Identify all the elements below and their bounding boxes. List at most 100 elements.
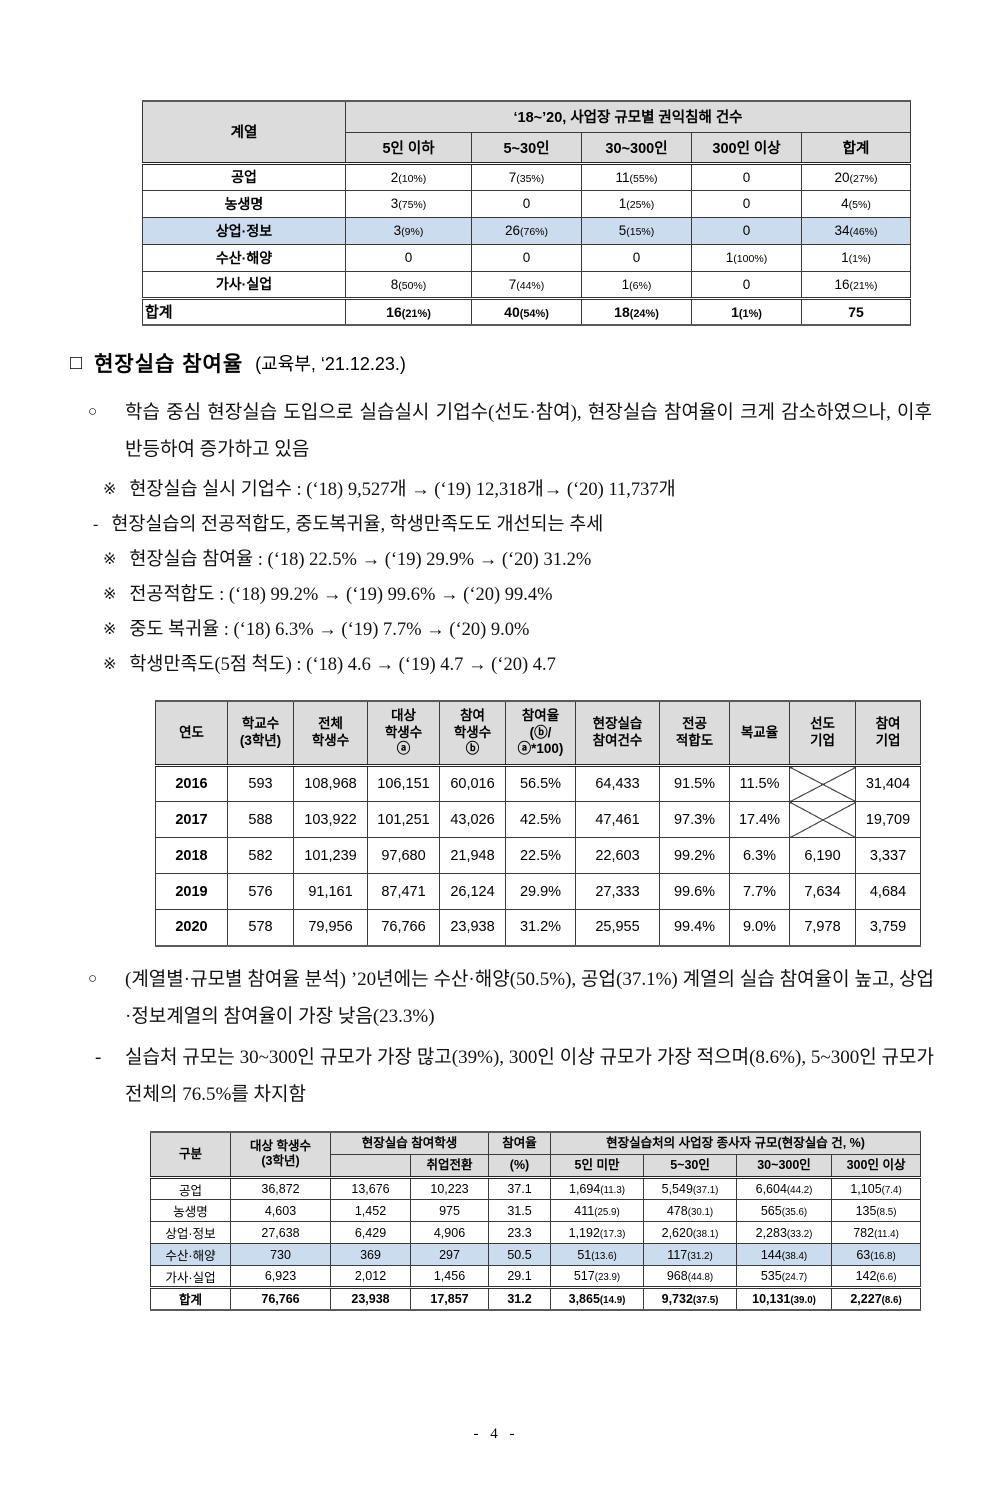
column-header-category: 구분 <box>150 1131 231 1179</box>
column-header: 취업전환 <box>409 1154 490 1179</box>
cell: 1,694(11.3) <box>550 1177 645 1200</box>
cell: 3(75%) <box>345 189 472 218</box>
cell: 297 <box>409 1243 490 1266</box>
cell: 0 <box>581 243 692 272</box>
bullet-line: - 현장실습의 전공적합도, 중도복귀율, 학생만족도도 개선되는 추세 <box>93 512 932 538</box>
column-header: 합계 <box>800 131 912 165</box>
cell: 411(25.9) <box>550 1199 645 1222</box>
year-cell: 2016 <box>155 765 228 802</box>
row-label: 가사·실업 <box>150 1265 231 1288</box>
bullet-text: 현장실습 실시 기업수 : (‘18) 9,527개 → (‘19) 12,31… <box>129 480 676 500</box>
cell: 3,337 <box>855 837 921 874</box>
cell: 576 <box>227 873 294 910</box>
cell: 565(35.6) <box>736 1199 833 1222</box>
cell: 1(1%) <box>691 296 802 326</box>
bullet-text: 현장실습의 전공적합도, 중도복귀율, 학생만족도도 개선되는 추세 <box>111 515 604 535</box>
cell: 6,190 <box>789 837 856 874</box>
table-row: 2016 593 108,968 106,151 60,016 56.5% 64… <box>155 765 921 802</box>
cell: 9,732(37.5) <box>643 1286 738 1310</box>
cell: 63(16.8) <box>831 1243 922 1266</box>
bullet-text: 학생만족도(5점 척도) : (‘18) 4.6 → (‘19) 4.7 → (… <box>129 655 556 675</box>
cell: 50.5 <box>488 1243 552 1266</box>
column-header: 선도 기업 <box>789 700 856 767</box>
bullet-line: ○ 학습 중심 현장실습 도입으로 실습실시 기업수(선도·참여), 현장실습 … <box>88 394 932 468</box>
cell: 593 <box>227 765 294 802</box>
row-label: 합계 <box>142 296 346 326</box>
cell: 10,131(39.0) <box>736 1286 833 1310</box>
cell: 64,433 <box>575 765 660 802</box>
cell: 75 <box>800 296 912 326</box>
cell: 517(23.9) <box>550 1265 645 1288</box>
cell: 23,938 <box>330 1286 411 1310</box>
row-label: 수산·해양 <box>150 1243 231 1266</box>
cell: 16(21%) <box>800 270 912 299</box>
column-header: 5인 미만 <box>550 1154 645 1179</box>
cell: 1(6%) <box>581 270 692 299</box>
row-label: 공업 <box>142 162 346 191</box>
column-header: 참여율 (ⓑ/ ⓐ*100) <box>505 700 576 767</box>
column-header: (%) <box>488 1154 552 1179</box>
cell: 17.4% <box>729 801 790 838</box>
cell: 97,680 <box>367 837 440 874</box>
column-header: 대상 학생수 ⓐ <box>367 700 440 767</box>
crossed-out-cell <box>789 765 856 802</box>
table-row: 농생명 4,603 1,452 975 31.5 411(25.9) 478(3… <box>150 1199 922 1222</box>
section-title: 현장실습 참여율 <box>94 353 244 376</box>
cell: 23.3 <box>488 1221 552 1244</box>
cell: 31.2% <box>505 909 576 946</box>
cell: 23,938 <box>439 909 506 946</box>
cell: 975 <box>409 1199 490 1222</box>
table-row: 가사·실업 6,923 2,012 1,456 29.1 517(23.9) 9… <box>150 1265 922 1288</box>
column-header: 5인 이하 <box>345 131 472 165</box>
cell: 42.5% <box>505 801 576 838</box>
cell: 76,766 <box>230 1286 331 1310</box>
cell: 79,956 <box>293 909 368 946</box>
cell: 5(15%) <box>581 216 692 245</box>
cell: 135(8.5) <box>831 1199 922 1222</box>
circle-bullet-icon: ○ <box>88 404 98 420</box>
cell: 31.2 <box>488 1286 552 1310</box>
cell: 106,151 <box>367 765 440 802</box>
table-row: 공업 2(10%) 7(35%) 11(55%) 0 20(27%) <box>142 162 912 191</box>
year-cell: 2020 <box>155 909 228 946</box>
cell: 369 <box>330 1243 411 1266</box>
cell: 588 <box>227 801 294 838</box>
section-title-source: (교육부, ‘21.12.23.) <box>255 354 406 374</box>
cell: 535(24.7) <box>736 1265 833 1288</box>
cell: 36,872 <box>230 1177 331 1200</box>
cell: 3,865(14.9) <box>550 1286 645 1310</box>
cell: 7,978 <box>789 909 856 946</box>
column-header: 전체 학생수 <box>293 700 368 767</box>
bullet-line: ※ 중도 복귀율 : (‘18) 6.3% → (‘19) 7.7% → (‘2… <box>103 617 932 643</box>
cell: 101,251 <box>367 801 440 838</box>
cell: 10,223 <box>409 1177 490 1200</box>
cell: 31,404 <box>855 765 921 802</box>
cell: 1,192(17.3) <box>550 1221 645 1244</box>
cell: 730 <box>230 1243 331 1266</box>
cell: 4,603 <box>230 1199 331 1222</box>
table-row: 2018 582 101,239 97,680 21,948 22.5% 22,… <box>155 837 921 874</box>
row-label: 합계 <box>150 1286 231 1310</box>
row-label: 상업·정보 <box>142 216 346 245</box>
column-header: 참여 기업 <box>855 700 921 767</box>
cell: 99.6% <box>659 873 730 910</box>
column-header: 전공 적합도 <box>659 700 730 767</box>
cell: 0 <box>471 189 582 218</box>
bullet-text: 중도 복귀율 : (‘18) 6.3% → (‘19) 7.7% → (‘20)… <box>129 620 530 640</box>
cell: 117(31.2) <box>643 1243 738 1266</box>
cell: 11.5% <box>729 765 790 802</box>
cell: 26(76%) <box>471 216 582 245</box>
participation-by-year-table: 연도 학교수 (3학년) 전체 학생수 대상 학생수 ⓐ 참여 학생수 ⓑ 참여… <box>155 700 921 947</box>
cell: 103,922 <box>293 801 368 838</box>
cell: 6,429 <box>330 1221 411 1244</box>
year-cell: 2017 <box>155 801 228 838</box>
cell: 0 <box>691 189 802 218</box>
cell: 16(21%) <box>345 296 472 326</box>
bullet-text: (계열별·규모별 참여율 분석) ’20년에는 수산·해양(50.5%), 공업… <box>125 968 934 1027</box>
table-row: 2019 576 91,161 87,471 26,124 29.9% 27,3… <box>155 873 921 910</box>
cell: 29.1 <box>488 1265 552 1288</box>
column-header: 현장실습 참여학생 <box>329 1131 490 1155</box>
cell: 27,638 <box>230 1221 331 1244</box>
cell: 21,948 <box>439 837 506 874</box>
bullet-line: ※ 현장실습 실시 기업수 : (‘18) 9,527개 → (‘19) 12,… <box>103 477 932 503</box>
